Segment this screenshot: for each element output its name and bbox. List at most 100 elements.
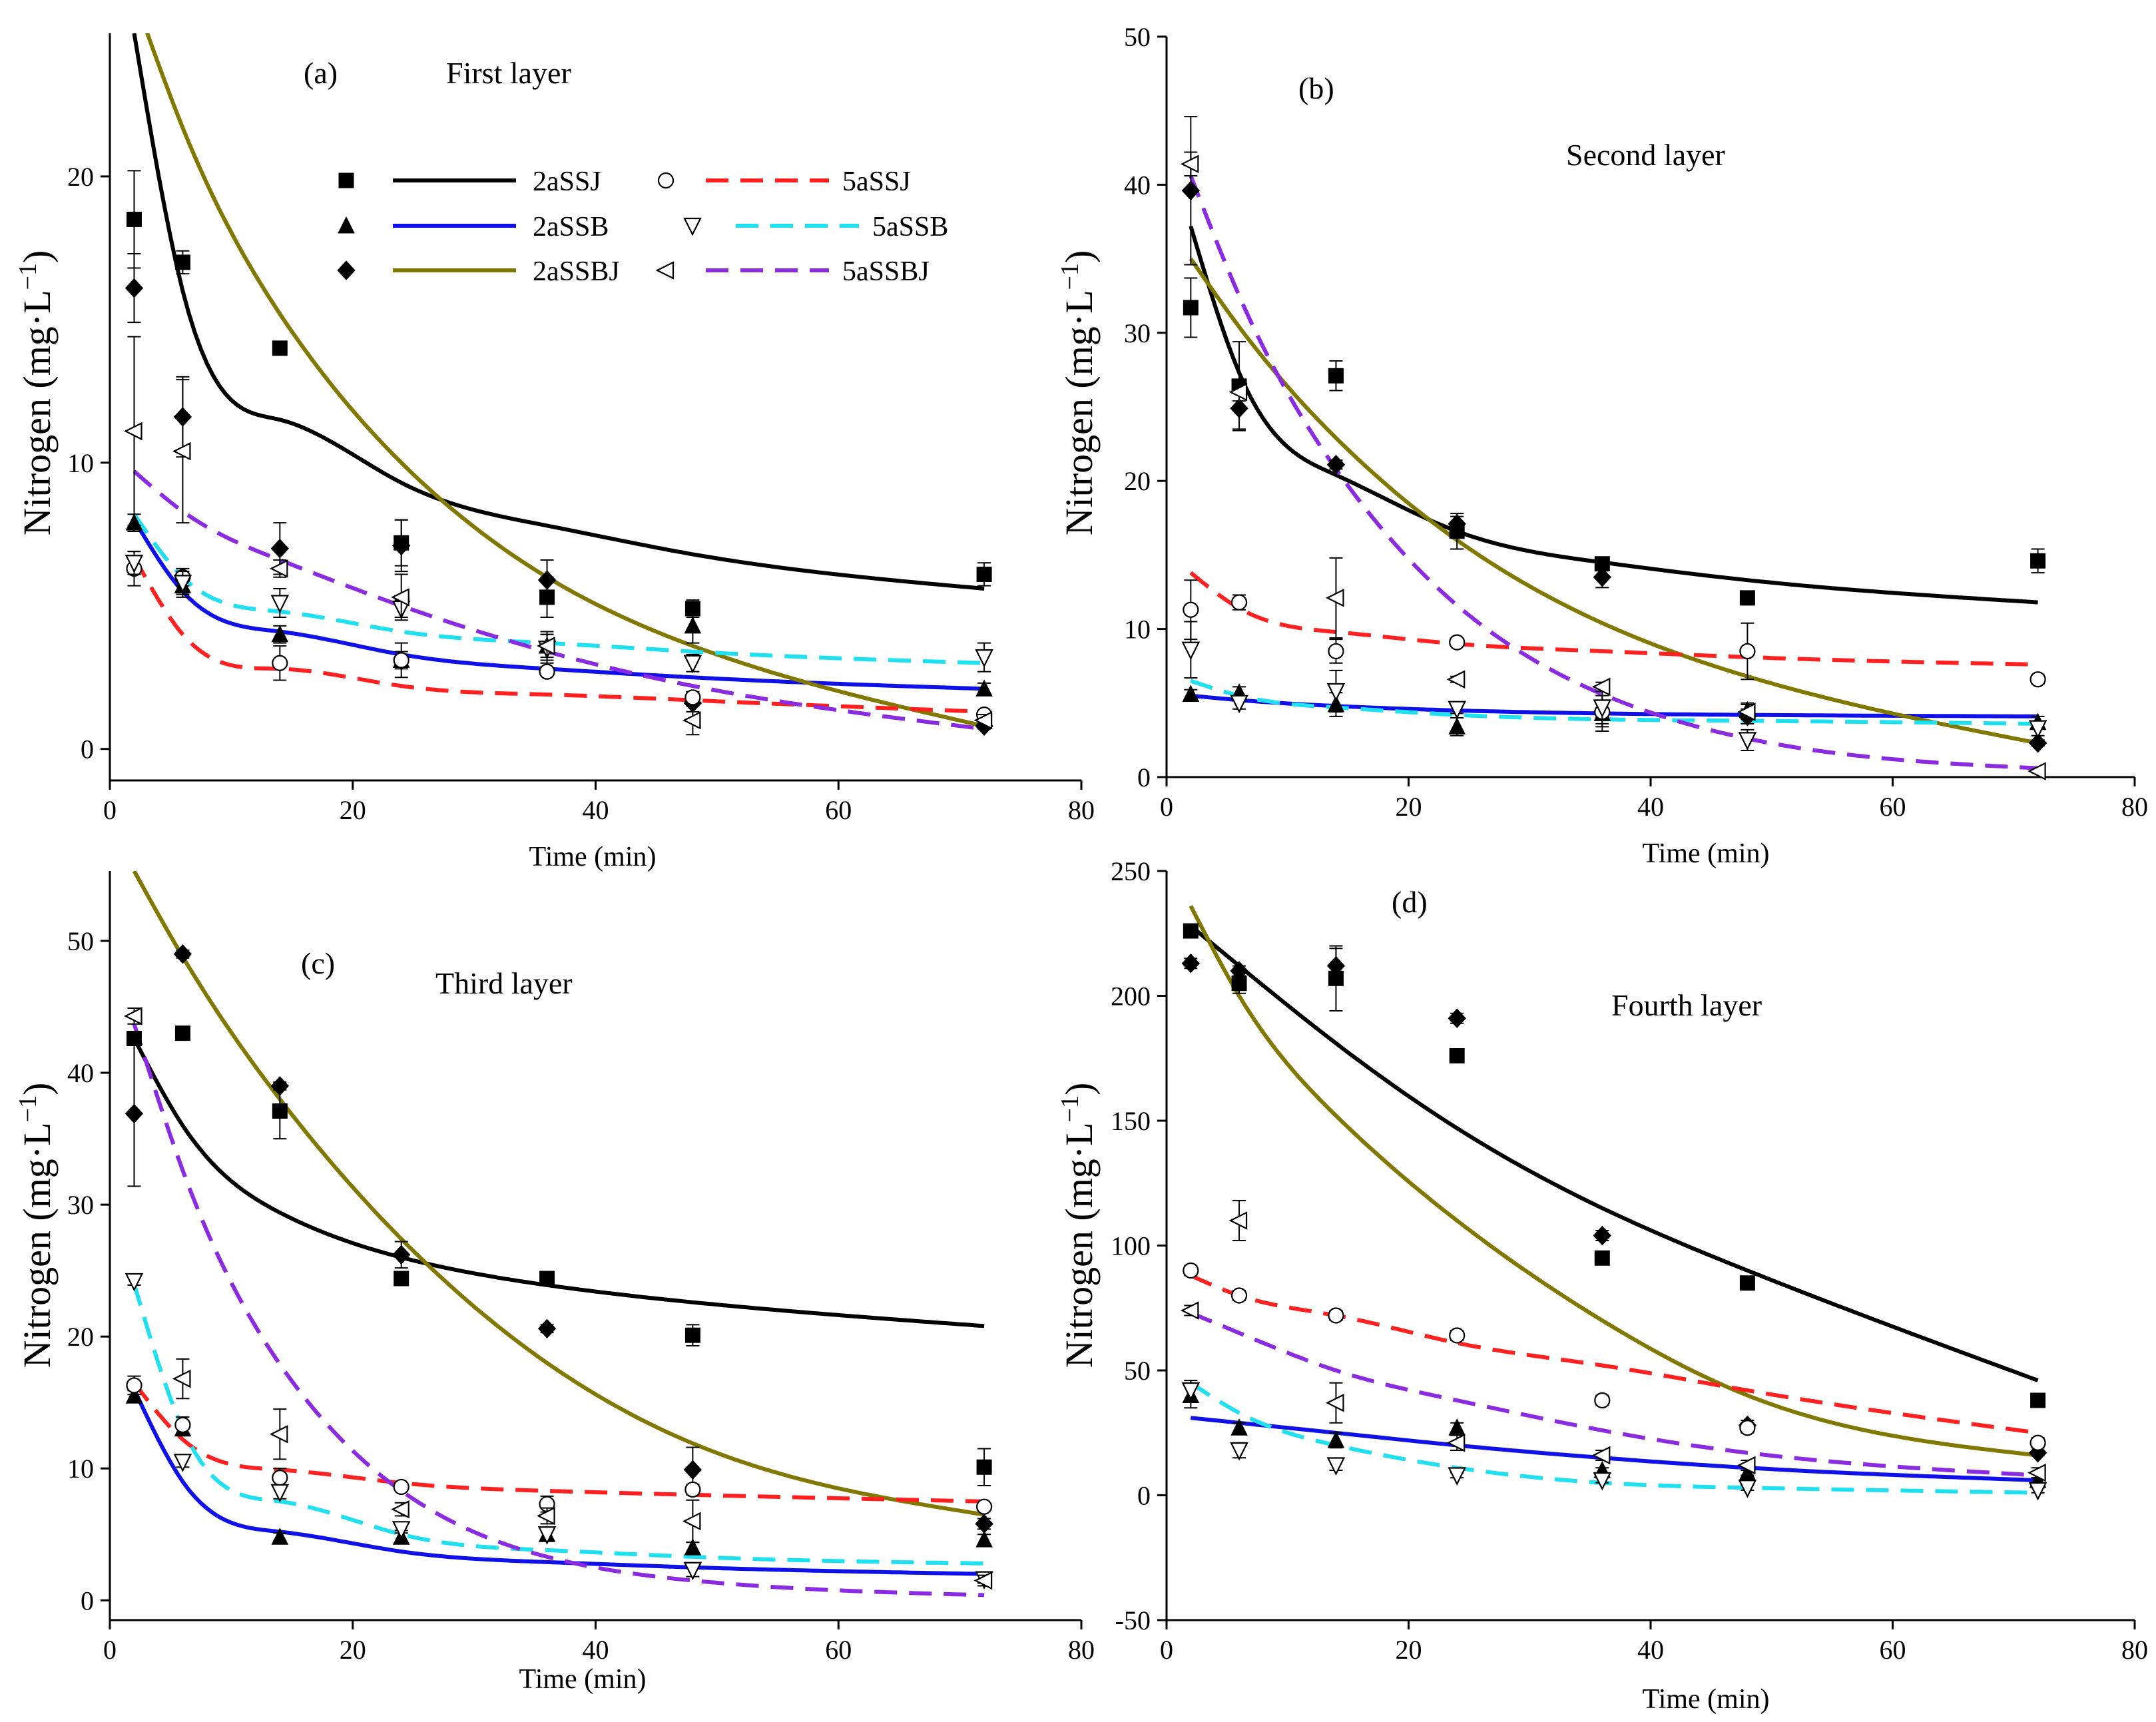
fit-curve-2assj: [1189, 924, 2039, 1382]
data-point-2assbj: [537, 570, 557, 590]
data-point-5assbj: [1228, 1211, 1248, 1230]
data-point-5assbj: [1180, 154, 1199, 174]
data-point-2assb: [1230, 1418, 1248, 1436]
data-point-5assb: [1230, 695, 1248, 714]
data-point-5assj: [1449, 634, 1466, 651]
data-point-5assb: [1593, 699, 1612, 718]
data-point-5assj: [1328, 1307, 1344, 1324]
data-point-2assbj: [975, 1514, 993, 1534]
data-point-2assbj: [125, 1103, 144, 1124]
y-tick-label: 0: [81, 734, 94, 764]
panel-a-label: (a): [304, 56, 338, 90]
panel-d-x-title: Time (min): [1643, 1684, 1770, 1715]
y-tick-label: 0: [81, 1585, 94, 1615]
data-point-5assb: [1181, 1382, 1201, 1401]
data-point-5assbj: [1325, 589, 1344, 607]
fit-curve-5assbj: [132, 1023, 985, 1597]
panel-d-label: (d): [1392, 885, 1428, 919]
data-point-5assb: [537, 1526, 557, 1545]
panel-b-x-title: Time (min): [1643, 838, 1770, 869]
data-point-2assbj: [1593, 1225, 1611, 1246]
fit-curve-5assj: [1189, 571, 2038, 667]
data-point-5assj: [975, 1498, 993, 1515]
panel-b-plot-area: 0 20 40 60 80 0 10 20 30 40 50: [1124, 22, 2148, 822]
data-point-2assbj: [1230, 961, 1248, 981]
data-point-2assj: [174, 254, 190, 270]
y-tick-label: 0: [1137, 1481, 1151, 1511]
data-point-5assbj: [1591, 1446, 1611, 1465]
panel-c-y-title: Nitrogen (mg·L−1): [14, 1083, 59, 1368]
x-tick-label: 0: [1160, 792, 1173, 822]
y-tick-label: 100: [1111, 1231, 1151, 1261]
data-point-5assb: [1738, 732, 1757, 750]
fit-curve-2assj: [132, 33, 985, 591]
data-point-2assj: [539, 1271, 555, 1287]
data-point-2assb: [1327, 1430, 1345, 1448]
legend-label-5assbj: 5aSSBJ: [842, 256, 930, 287]
panel-d-plot-area: 0 20 40 60 80 -50 0 50 100 150 200 250: [1111, 856, 2148, 1665]
data-point-2assbj: [392, 1245, 411, 1265]
data-point-5assb: [1181, 641, 1201, 661]
data-point-2assj: [394, 1271, 409, 1287]
x-tick-label: 40: [583, 1635, 609, 1665]
data-point-5assbj: [2027, 1463, 2046, 1482]
data-point-2assj: [1183, 300, 1199, 316]
legend-label-2assb: 2aSSB: [533, 212, 609, 242]
legend-label-2assj: 2aSSJ: [533, 166, 601, 197]
data-point-2assb: [1448, 1418, 1466, 1436]
data-point-5assj: [174, 1416, 191, 1433]
x-tick-label: 60: [1880, 792, 1906, 822]
panel-b-second-layer: (b) Second layer Time (min) Nitrogen (mg…: [1056, 22, 2148, 869]
data-point-2assj: [2030, 553, 2046, 569]
data-point-2assbj: [683, 1460, 702, 1480]
data-point-5assbj: [124, 422, 142, 441]
x-tick-label: 0: [1160, 1635, 1173, 1665]
fit-curve-5assbj: [1189, 175, 2038, 770]
data-point-2assbj: [1181, 954, 1201, 974]
fit-curve-5assb: [133, 513, 985, 665]
y-tick-label: 40: [1124, 170, 1151, 200]
data-point-5assj: [1183, 601, 1199, 618]
data-point-5assbj: [1446, 670, 1466, 689]
data-point-5assj: [539, 663, 555, 680]
data-point-2assb: [1448, 717, 1466, 734]
y-tick-label: 20: [67, 162, 94, 192]
data-point-5assbj: [973, 1571, 993, 1590]
data-point-5assj: [1183, 1262, 1199, 1279]
fit-curve-2assb: [132, 1388, 985, 1576]
x-tick-label: 80: [1068, 1635, 1095, 1665]
data-point-2assj: [126, 211, 142, 227]
x-tick-label: 20: [1396, 792, 1422, 822]
y-tick-label: 40: [67, 1058, 94, 1088]
x-tick-label: 80: [2121, 1635, 2148, 1665]
panel-b-label: (b): [1298, 71, 1334, 105]
data-point-5assbj: [1737, 1456, 1756, 1475]
legend-item-5assj: 5aSSJ: [657, 166, 911, 197]
data-point-2assj: [1739, 590, 1755, 606]
data-point-5assbj: [269, 1424, 288, 1444]
fit-curve-2assbj: [1189, 257, 2039, 745]
data-point-5assj: [684, 689, 701, 706]
legend-marker-5assbj: [655, 261, 674, 280]
data-point-2assj: [1739, 1275, 1755, 1291]
data-point-5assj: [2029, 1434, 2046, 1451]
data-point-2assb: [975, 1530, 993, 1548]
data-point-2assb: [684, 1538, 702, 1556]
data-point-5assj: [1739, 643, 1756, 660]
data-point-5assj: [393, 652, 409, 669]
data-point-5assbj: [172, 1369, 191, 1388]
panel-d-fourth-layer: (d) Fourth layer Time (min) Nitrogen (mg…: [1056, 856, 2148, 1715]
y-tick-label: 10: [1124, 615, 1151, 645]
fit-curve-5assb: [132, 1283, 985, 1566]
panel-a-x-title: Time (min): [529, 842, 657, 872]
legend-marker-5assb: [683, 217, 702, 236]
data-point-5assb: [1230, 1442, 1248, 1461]
panel-d-y-title: Nitrogen (mg·L−1): [1056, 1083, 1101, 1368]
data-point-2assb: [975, 679, 993, 697]
data-point-5assj: [1328, 643, 1344, 660]
panel-a-title: First layer: [446, 56, 571, 90]
x-tick-label: 80: [1068, 795, 1095, 825]
data-point-2assj: [1449, 1048, 1465, 1063]
data-point-5assbj: [1325, 1393, 1344, 1412]
